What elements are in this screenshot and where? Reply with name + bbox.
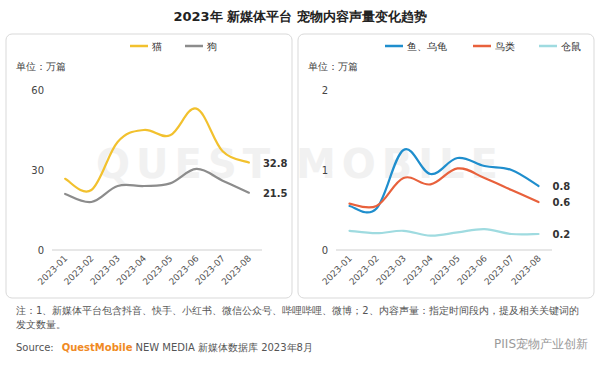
y-tick-label: 30 <box>31 165 44 176</box>
lines <box>350 149 539 235</box>
legend-swatch <box>385 45 403 48</box>
series-line <box>350 229 539 235</box>
data-label: 32.8 <box>263 158 288 169</box>
y-tick <box>332 90 335 91</box>
background-watermark: QUEST MOBILE <box>96 141 504 187</box>
y-tick-label: 60 <box>31 85 44 96</box>
panel-frame <box>298 34 594 298</box>
legend-swatch <box>130 45 148 48</box>
y-tick <box>332 170 335 171</box>
y-tick-label: 1 <box>322 165 328 176</box>
title: 2023年 新媒体平台 宠物内容声量变化趋势 <box>173 9 426 24</box>
data-label: 0.8 <box>553 181 571 192</box>
x-axis <box>336 250 552 251</box>
panel-frame <box>6 34 292 298</box>
panel: 单位：万篇鱼、乌龟鸟类仓鼠0122023-012023-022023-03202… <box>298 34 594 298</box>
legend-label: 仓鼠 <box>561 41 581 52</box>
legend-label: 狗 <box>207 41 217 52</box>
x-tick-label: 2023-08 <box>220 253 254 287</box>
y-tick-label: 2 <box>322 85 328 96</box>
legend-swatch <box>185 45 203 48</box>
y-axis-label: 单位：万篇 <box>308 61 358 72</box>
source-text: NEW MEDIA 新媒体数据库 2023年8月 <box>135 342 312 353</box>
series-line <box>350 149 539 212</box>
panel: 单位：万篇猫狗030602023-012023-022023-032023-04… <box>6 34 292 298</box>
y-tick <box>332 250 335 251</box>
y-axis-label: 单位：万篇 <box>16 61 66 72</box>
x-axis <box>52 250 262 251</box>
watermark: PIIS宠物产业创新 <box>494 336 588 353</box>
lines <box>65 108 249 202</box>
legend-label: 鱼、乌龟 <box>407 41 447 52</box>
data-label: 0.6 <box>553 197 571 208</box>
series-line <box>350 168 539 207</box>
notes: 注：1、新媒体平台包含抖音、快手、小红书、微信公众号、哔哩哔哩、微博；2、内容声… <box>16 304 584 332</box>
y-tick <box>48 90 51 91</box>
series-line <box>65 169 249 202</box>
y-tick <box>48 250 51 251</box>
y-tick <box>48 170 51 171</box>
legend-swatch <box>539 45 557 48</box>
legend-swatch <box>473 45 491 48</box>
source: Source: QuestMobileNEW MEDIA 新媒体数据库 2023年… <box>16 341 313 355</box>
data-label: 0.2 <box>553 229 571 240</box>
y-tick-label: 0 <box>322 245 328 256</box>
y-tick-label: 0 <box>38 245 44 256</box>
data-label: 21.5 <box>263 188 288 199</box>
x-tick-label: 2023-08 <box>509 253 543 287</box>
source-label: Source: <box>16 342 54 353</box>
legend-label: 猫 <box>152 41 162 52</box>
source-brand: QuestMobile <box>62 342 133 353</box>
legend-label: 鸟类 <box>495 41 515 52</box>
